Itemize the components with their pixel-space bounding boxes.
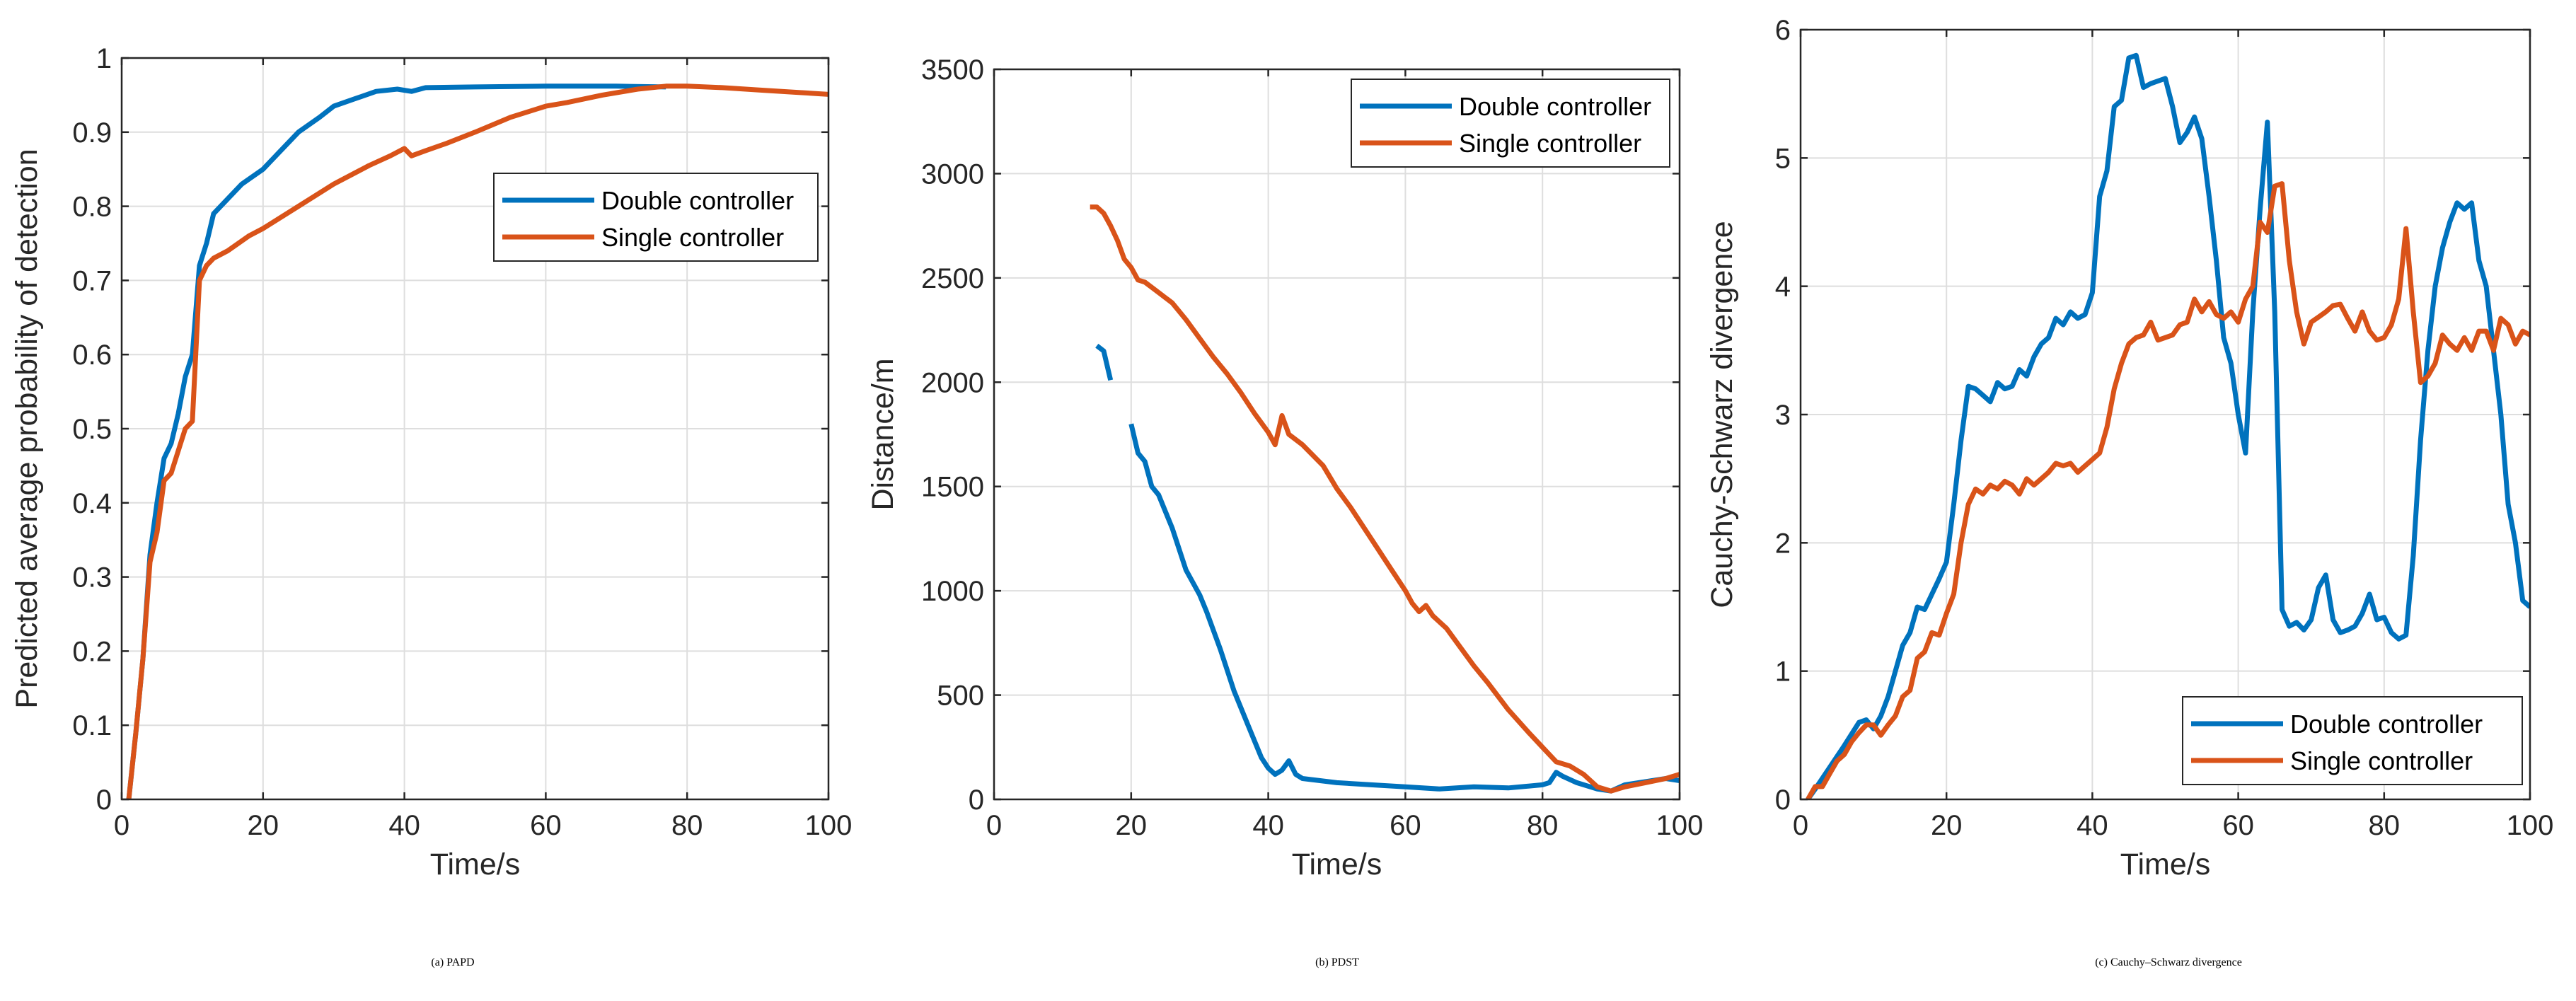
x-tick-label: 40 [2077, 810, 2108, 841]
caption-open: ( [1315, 956, 1319, 968]
y-axis-label: Cauchy-Schwarz divergence [1705, 221, 1739, 608]
y-tick-label: 0 [969, 785, 984, 816]
y-axis-label: Predicted average probability of detecti… [10, 149, 44, 708]
y-tick-label: 0 [96, 785, 112, 816]
x-tick-label: 80 [2369, 810, 2401, 841]
caption-letter: b [1319, 956, 1324, 968]
caption-open: ( [431, 956, 434, 968]
legend-label: Double controller [2290, 710, 2483, 739]
y-tick-label: 3 [1775, 400, 1791, 431]
legend-label: Single controller [2290, 746, 2473, 775]
y-tick-label: 0.7 [72, 265, 112, 296]
legend: Double controller Single controller [2182, 696, 2523, 785]
plot-area [994, 69, 1680, 799]
caption-close: ) [2104, 956, 2110, 968]
caption-text: PDST [1332, 956, 1359, 968]
panel-pdst: 0 20 40 60 80 1000500100015002000250030003500… [866, 54, 1703, 968]
caption-text: Cauchy–Schwarz divergence [2110, 956, 2242, 968]
x-tick-label: 20 [248, 810, 279, 841]
y-tick-label: 0.9 [72, 117, 112, 149]
x-axis-label: Time/s [1292, 847, 1382, 881]
panel-cauchy-schwarz: 0 20 40 60 80 100 0 1 2 3 4 5 6 Time/s Cauchy-Schwarz … [1705, 15, 2553, 968]
x-axis-label: Time/s [2120, 847, 2210, 881]
x-tick-label: 0 [114, 810, 129, 841]
x-tick-label: 20 [1931, 810, 1963, 841]
series-line [126, 83, 666, 799]
x-axis-label: Time/s [430, 847, 520, 881]
caption: (a) PAPD [431, 956, 474, 968]
y-tick-label: 0.5 [72, 414, 112, 445]
x-tick-label: 40 [388, 810, 420, 841]
y-tick-label: 1000 [921, 576, 984, 607]
legend-box [2182, 696, 2523, 785]
legend-box [1351, 79, 1670, 168]
y-tick-label: 3000 [921, 158, 984, 190]
y-tick-label: 6 [1775, 15, 1791, 46]
x-tick-label: 80 [671, 810, 703, 841]
caption: (c) Cauchy–Schwarz divergence [2095, 956, 2242, 968]
y-tick-label: 1 [1775, 656, 1791, 688]
x-tick-label: 60 [530, 810, 562, 841]
y-axis-label: Distance/m [866, 358, 900, 510]
x-tick-label: 20 [1116, 810, 1148, 841]
x-tick-label: 80 [1527, 810, 1559, 841]
caption: (b) PDST [1315, 956, 1359, 968]
series-group [1806, 52, 2530, 799]
y-tick-label: 2000 [921, 367, 984, 398]
x-tick-label: 0 [986, 810, 1002, 841]
y-tick-label: 2 [1775, 528, 1791, 559]
legend: Double controller Single controller [1351, 79, 1670, 168]
y-tick-label: 500 [937, 681, 984, 712]
series-line [1806, 181, 2530, 799]
y-tick-label: 0 [1775, 785, 1791, 816]
x-tick-label: 100 [805, 810, 853, 841]
y-tick-label: 0.6 [72, 340, 112, 371]
x-tick-label: 100 [1656, 810, 1704, 841]
series-group [126, 83, 828, 799]
series-line [1806, 52, 2530, 799]
legend: Double controller Single controller [493, 173, 819, 262]
y-tick-label: 0.8 [72, 192, 112, 223]
series-line [126, 83, 828, 799]
y-tick-label: 4 [1775, 272, 1791, 303]
x-tick-label: 60 [1390, 810, 1421, 841]
y-tick-label: 1 [96, 43, 112, 74]
caption-close: ) [1324, 956, 1331, 968]
caption-letter: c [2099, 956, 2104, 968]
caption-open: ( [2095, 956, 2098, 968]
axes-box [993, 68, 1681, 801]
series-line [1090, 204, 1680, 794]
legend-label: Double controller [1459, 92, 1651, 121]
y-tick-label: 0.4 [72, 488, 112, 519]
legend-box [493, 173, 819, 262]
legend-label: Single controller [601, 223, 784, 252]
legend-label: Single controller [1459, 129, 1641, 158]
y-tick-label: 0.3 [72, 562, 112, 594]
x-tick-label: 0 [1793, 810, 1808, 841]
series-group [1090, 204, 1680, 794]
y-tick-label: 1500 [921, 472, 984, 503]
caption-letter: a [435, 956, 440, 968]
x-tick-label: 60 [2222, 810, 2254, 841]
panel-papd: 0 20 40 60 80 100 0 0.1 0.2 0.3 0.4 0.5 0.6 0.7 0.8 0.9… [10, 43, 852, 968]
series-line [1095, 343, 1114, 381]
caption-close: ) [440, 956, 446, 968]
y-tick-label: 3500 [921, 54, 984, 86]
y-tick-label: 0.1 [72, 710, 112, 741]
x-tick-label: 40 [1252, 810, 1284, 841]
y-tick-label: 0.2 [72, 636, 112, 667]
legend-label: Double controller [601, 186, 794, 215]
x-tick-label: 100 [2507, 810, 2554, 841]
y-tick-label: 2500 [921, 263, 984, 294]
y-tick-label: 5 [1775, 143, 1791, 174]
caption-text: PAPD [446, 956, 474, 968]
